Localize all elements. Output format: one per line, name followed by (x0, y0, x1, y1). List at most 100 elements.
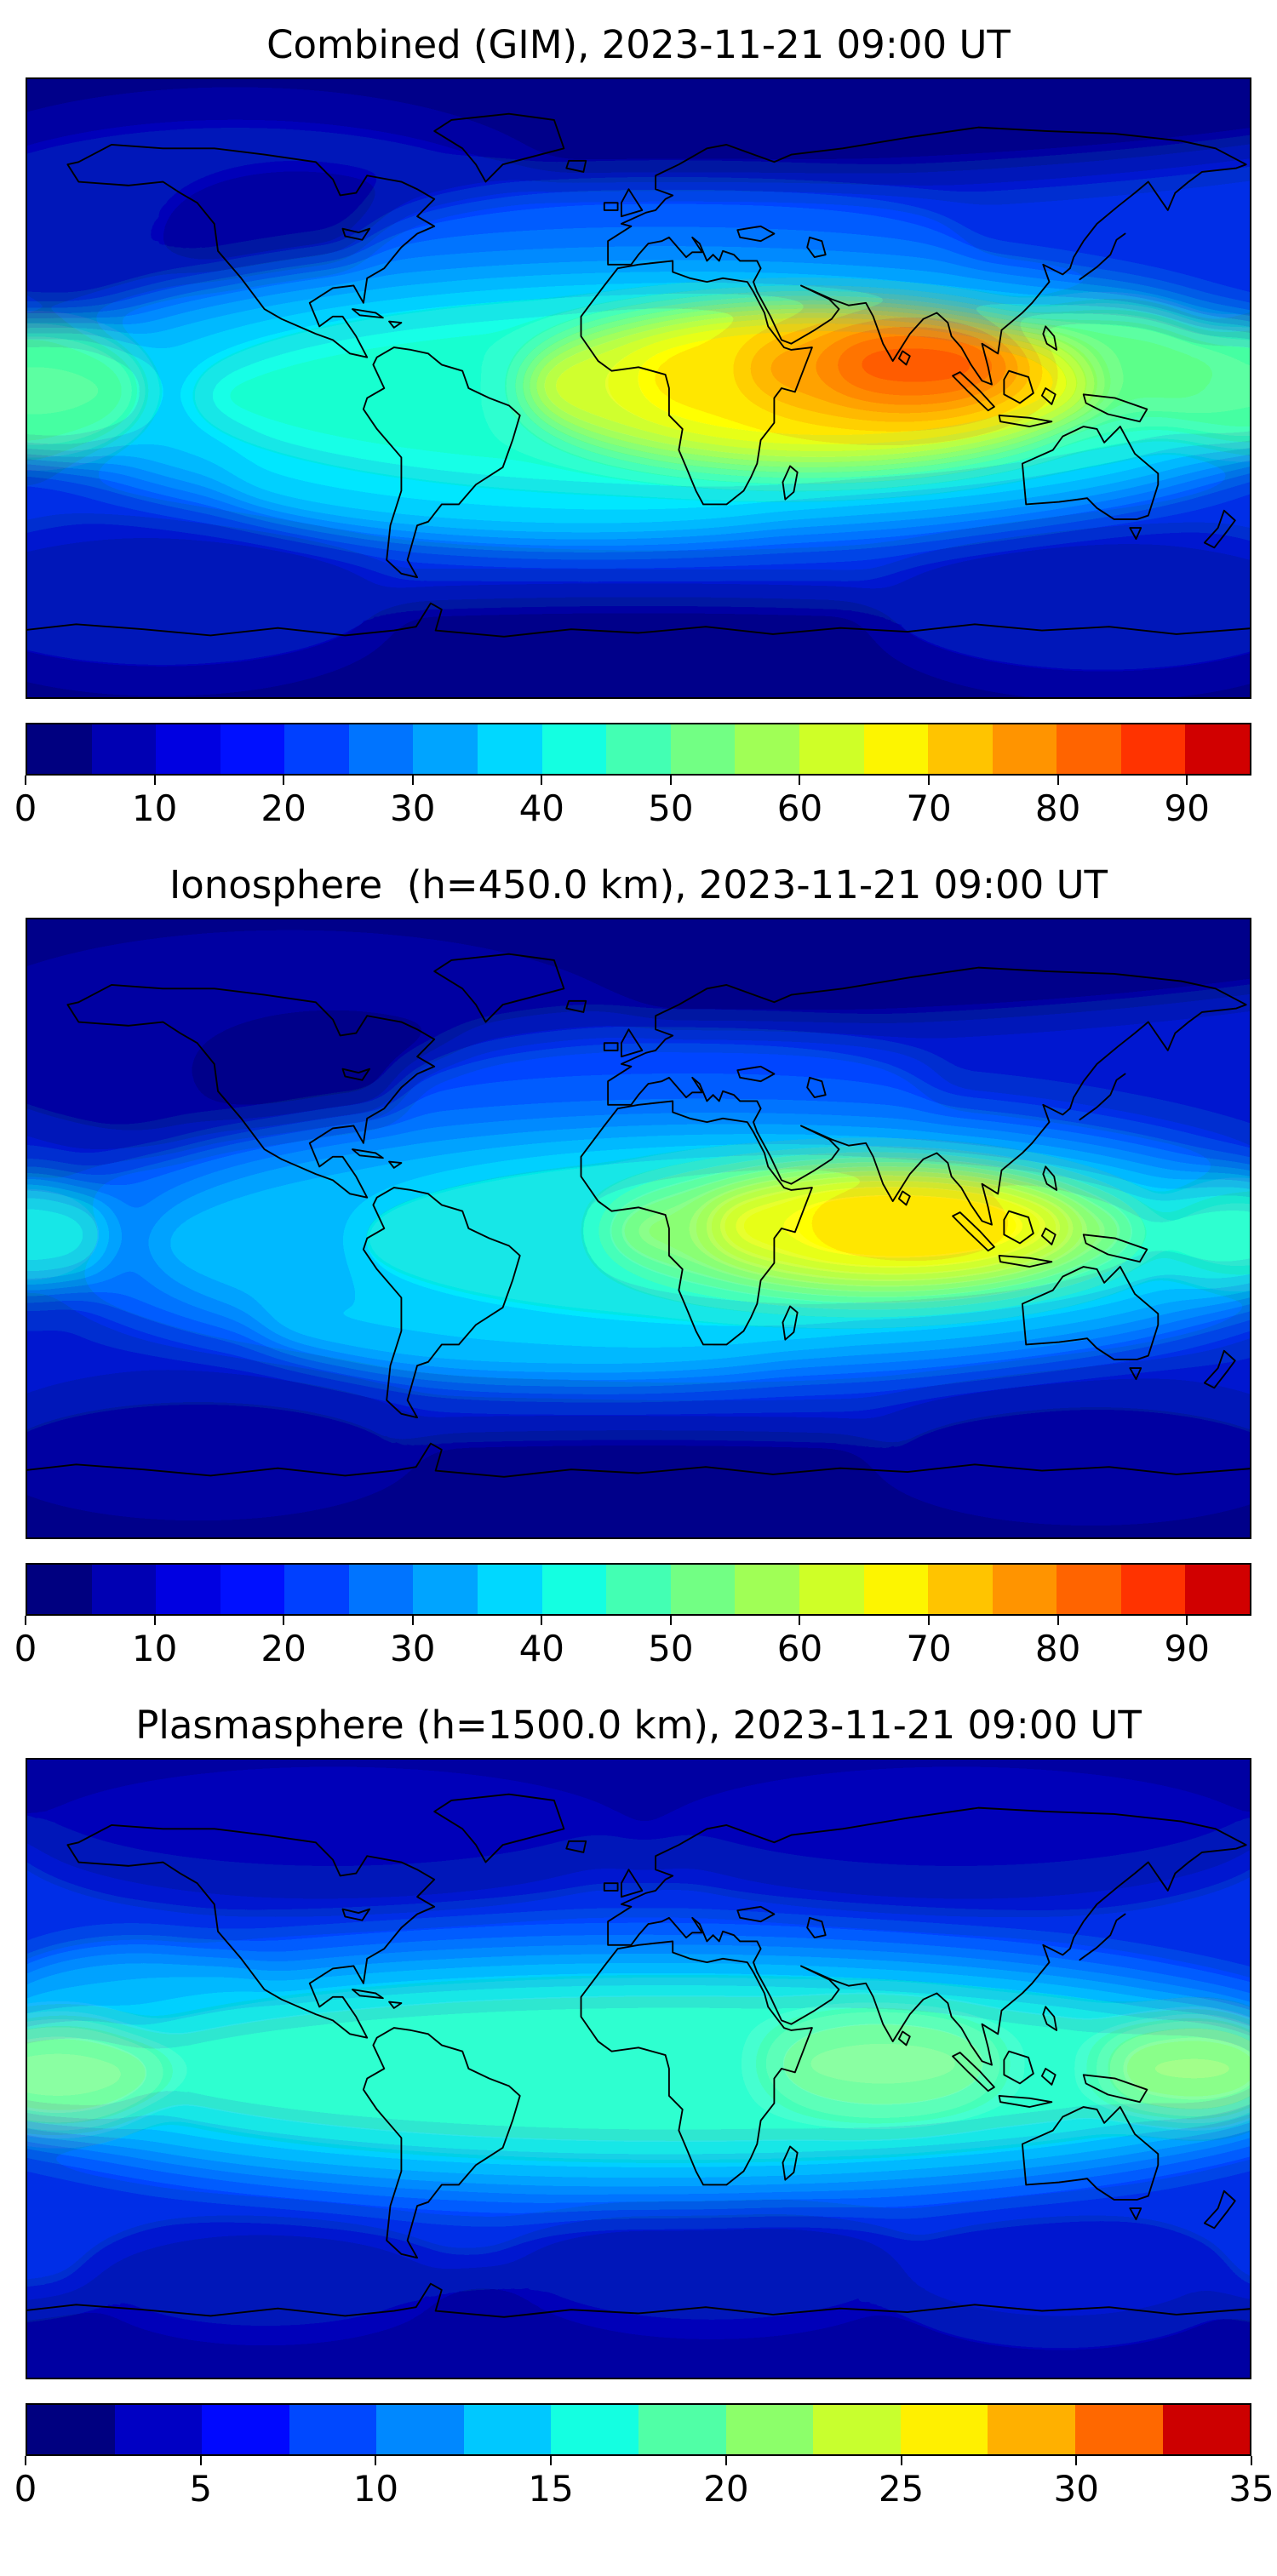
colorbar-tick-label: 40 (518, 787, 565, 829)
colorbar-segment (463, 2405, 552, 2454)
map-plasmasphere (26, 1758, 1251, 2379)
colorbar-tickmark (928, 776, 931, 785)
colorbar-segment (27, 2405, 115, 2454)
colorbar-combined: 0 10 20 30 40 50 60 70 80 90 (14, 723, 1251, 832)
colorbar-segment (735, 724, 799, 774)
map-ionosphere (26, 918, 1251, 1539)
colorbar-tick-label: 10 (131, 787, 178, 829)
colorbar-tick-label: 40 (518, 1628, 565, 1669)
colorbar-segment (1120, 724, 1186, 774)
colorbar-segment (992, 724, 1057, 774)
colorbar-segment (863, 724, 929, 774)
colorbar-tick-label: 20 (261, 787, 306, 829)
colorbar-tick-label: 0 (14, 787, 37, 829)
colorbar-tick-label: 60 (776, 1628, 823, 1669)
colorbar-tickmark (1075, 2456, 1078, 2465)
colorbar-segment (725, 2405, 814, 2454)
colorbar-plasmasphere: 0 5 10 15 20 25 30 35 (14, 2403, 1274, 2512)
colorbar-segment (1162, 2405, 1251, 2454)
colorbar-tickmark (1186, 1616, 1188, 1625)
colorbar-segment (376, 2405, 464, 2454)
colorbar-segment (91, 724, 157, 774)
colorbar-tickmark (799, 776, 801, 785)
colorbar-labels: 0 10 20 30 40 50 60 70 80 90 (14, 787, 1251, 832)
colorbar-tick-label: 15 (528, 2468, 574, 2510)
panel-plasmasphere: Plasmasphere (h=1500.0 km), 2023-11-21 0… (14, 1703, 1274, 2512)
colorbar-bar (26, 723, 1251, 776)
colorbar-tick-label: 20 (703, 2468, 749, 2510)
tec-field-combined (27, 79, 1250, 697)
colorbar-tickmark (928, 1616, 931, 1625)
colorbar-tickmark (1251, 2456, 1252, 2465)
colorbar-segment (284, 724, 349, 774)
colorbar-segment (799, 1565, 864, 1614)
colorbar-tick-label: 90 (1164, 1628, 1210, 1669)
colorbar-segment (202, 2405, 289, 2454)
colorbar-tick-label: 10 (131, 1628, 178, 1669)
colorbar-segment (156, 1565, 220, 1614)
colorbar-tick-label: 80 (1034, 1628, 1081, 1669)
colorbar-segment (1057, 724, 1121, 774)
colorbar-segment (799, 724, 864, 774)
colorbar-segment (735, 1565, 799, 1614)
panel-title-combined: Combined (GIM), 2023-11-21 09:00 UT (266, 22, 1011, 67)
colorbar-segment (928, 1565, 993, 1614)
colorbar-segment (900, 2405, 988, 2454)
colorbar-segment (27, 1565, 92, 1614)
map-svg-combined (27, 79, 1250, 697)
colorbar-segment (670, 724, 736, 774)
colorbar-segment (670, 1565, 736, 1614)
colorbar-segment (638, 2405, 726, 2454)
colorbar-tick-label: 80 (1034, 787, 1081, 829)
colorbar-tickmark (25, 1616, 26, 1625)
tec-field-plasmasphere (27, 1760, 1250, 2378)
colorbar-tickmark (1057, 1616, 1059, 1625)
colorbar-tick-label: 70 (906, 1628, 952, 1669)
colorbar-segment (284, 1565, 349, 1614)
tec-field-ionosphere (27, 919, 1250, 1537)
colorbar-tickmark (199, 2456, 202, 2465)
map-combined (26, 77, 1251, 699)
colorbar-segment (541, 724, 607, 774)
colorbar-tickmark (25, 2456, 26, 2465)
map-svg-plasmasphere (27, 1760, 1250, 2378)
panel-title-plasmasphere: Plasmasphere (h=1500.0 km), 2023-11-21 0… (135, 1703, 1142, 1748)
colorbar-tickmark (541, 776, 543, 785)
colorbar-segment (478, 1565, 542, 1614)
colorbar-segment (928, 724, 993, 774)
colorbar-segment (863, 1565, 929, 1614)
colorbar-tickmark (411, 776, 414, 785)
colorbar-tick-label: 50 (648, 1628, 694, 1669)
colorbar-segment (551, 2405, 639, 2454)
colorbar-segment (813, 2405, 901, 2454)
colorbar-labels: 0 10 20 30 40 50 60 70 80 90 (14, 1628, 1251, 1672)
colorbar-segment (1057, 1565, 1121, 1614)
colorbar-segment (220, 1565, 285, 1614)
map-svg-ionosphere (27, 919, 1250, 1537)
colorbar-tickmark (283, 1616, 285, 1625)
colorbar-segment (348, 724, 414, 774)
colorbar-segment (1185, 724, 1250, 774)
colorbar-tickmark (541, 1616, 543, 1625)
colorbar-tick-label: 10 (352, 2468, 399, 2510)
colorbar-segment (348, 1565, 414, 1614)
colorbar-tick-label: 30 (390, 787, 436, 829)
colorbar-segment (606, 724, 671, 774)
colorbar-tick-label: 5 (189, 2468, 213, 2510)
colorbar-labels: 0 5 10 15 20 25 30 35 (14, 2468, 1274, 2512)
colorbar-segment (27, 724, 92, 774)
colorbar-ionosphere: 0 10 20 30 40 50 60 70 80 90 (14, 1563, 1251, 1672)
colorbar-segment (114, 2405, 203, 2454)
panel-ionosphere: Ionosphere (h=450.0 km), 2023-11-21 09:0… (14, 862, 1251, 1672)
colorbar-segment (413, 724, 478, 774)
colorbar-segment (478, 724, 542, 774)
colorbar-tickmark (375, 2456, 377, 2465)
colorbar-segment (1185, 1565, 1250, 1614)
colorbar-segment (992, 1565, 1057, 1614)
panel-combined: Combined (GIM), 2023-11-21 09:00 UT (14, 22, 1251, 832)
colorbar-segment (156, 724, 220, 774)
colorbar-tickmark (1186, 776, 1188, 785)
colorbar-segment (541, 1565, 607, 1614)
colorbar-tick-label: 90 (1164, 787, 1210, 829)
colorbar-segment (1120, 1565, 1186, 1614)
